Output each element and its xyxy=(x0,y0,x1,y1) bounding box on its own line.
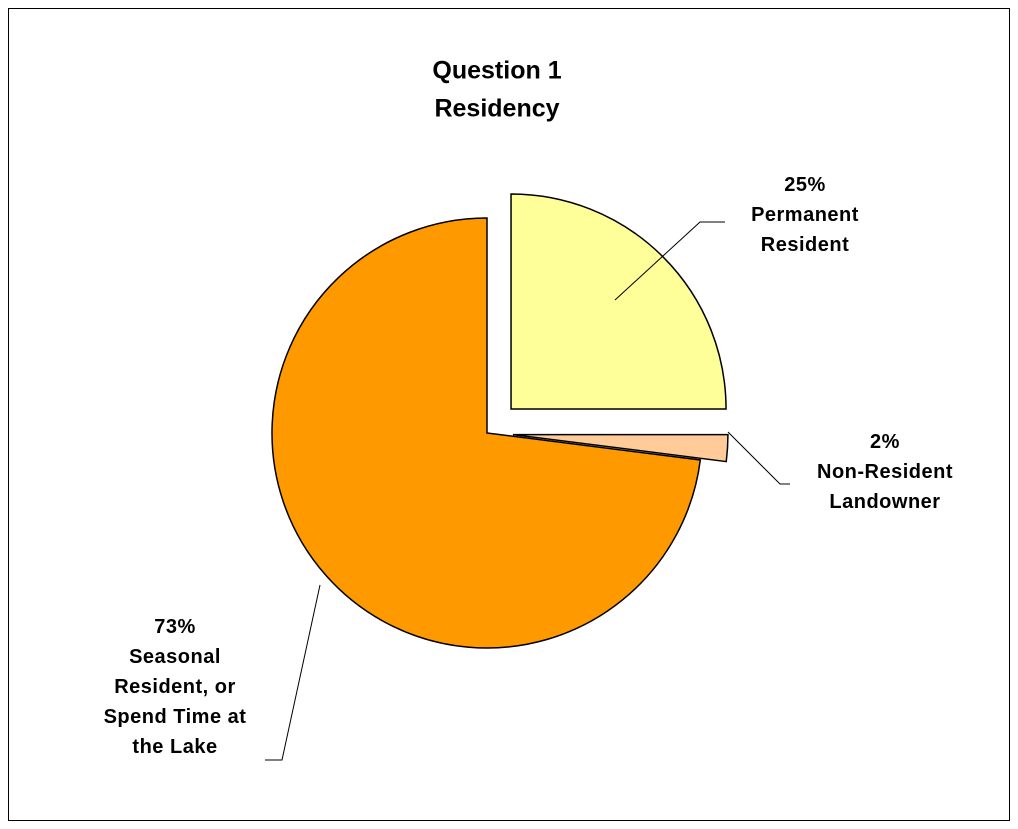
data-label: 25% xyxy=(784,174,826,196)
slice-label: Non-Resident Landowner xyxy=(817,461,953,513)
leader-line xyxy=(727,431,790,485)
slice-label: Permanent Resident xyxy=(751,204,859,256)
data-label: 73% xyxy=(154,616,196,638)
chart-title: Question 1 xyxy=(432,57,561,85)
pie-slice xyxy=(271,217,702,649)
leader-line xyxy=(614,221,725,301)
chart-subtitle: Residency xyxy=(434,95,559,123)
slice-label: Seasonal Resident, or Spend Time at the … xyxy=(103,646,247,758)
data-label: 2% xyxy=(870,431,900,453)
pie-slice xyxy=(512,433,729,463)
leader-line xyxy=(265,584,321,761)
pie-slice xyxy=(510,193,727,410)
chart-frame xyxy=(8,8,1010,821)
